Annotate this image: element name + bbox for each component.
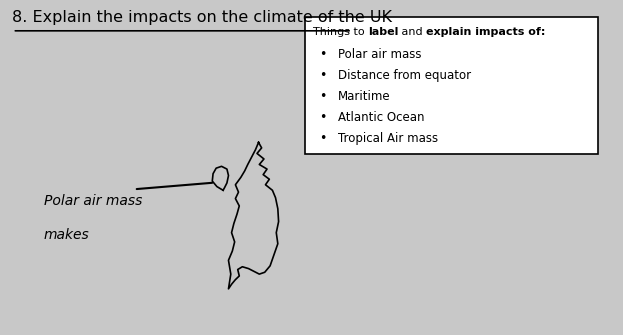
FancyBboxPatch shape (305, 17, 598, 154)
Text: 8. Explain the impacts on the climate of the UK: 8. Explain the impacts on the climate of… (12, 10, 392, 25)
Text: explain impacts of:: explain impacts of: (426, 27, 546, 37)
Text: •: • (319, 48, 326, 61)
Text: Polar air mass: Polar air mass (338, 48, 421, 61)
Text: Distance from equator: Distance from equator (338, 69, 471, 82)
Text: Maritime: Maritime (338, 90, 390, 103)
Text: and: and (398, 27, 426, 37)
Text: •: • (319, 111, 326, 124)
Text: Atlantic Ocean: Atlantic Ocean (338, 111, 424, 124)
Text: Polar air mass: Polar air mass (44, 194, 142, 208)
Text: •: • (319, 132, 326, 145)
Text: label: label (368, 27, 398, 37)
Text: Tropical Air mass: Tropical Air mass (338, 132, 438, 145)
Text: •: • (319, 90, 326, 103)
Text: •: • (319, 69, 326, 82)
Text: Things to: Things to (313, 27, 368, 37)
Text: makes: makes (44, 228, 89, 242)
